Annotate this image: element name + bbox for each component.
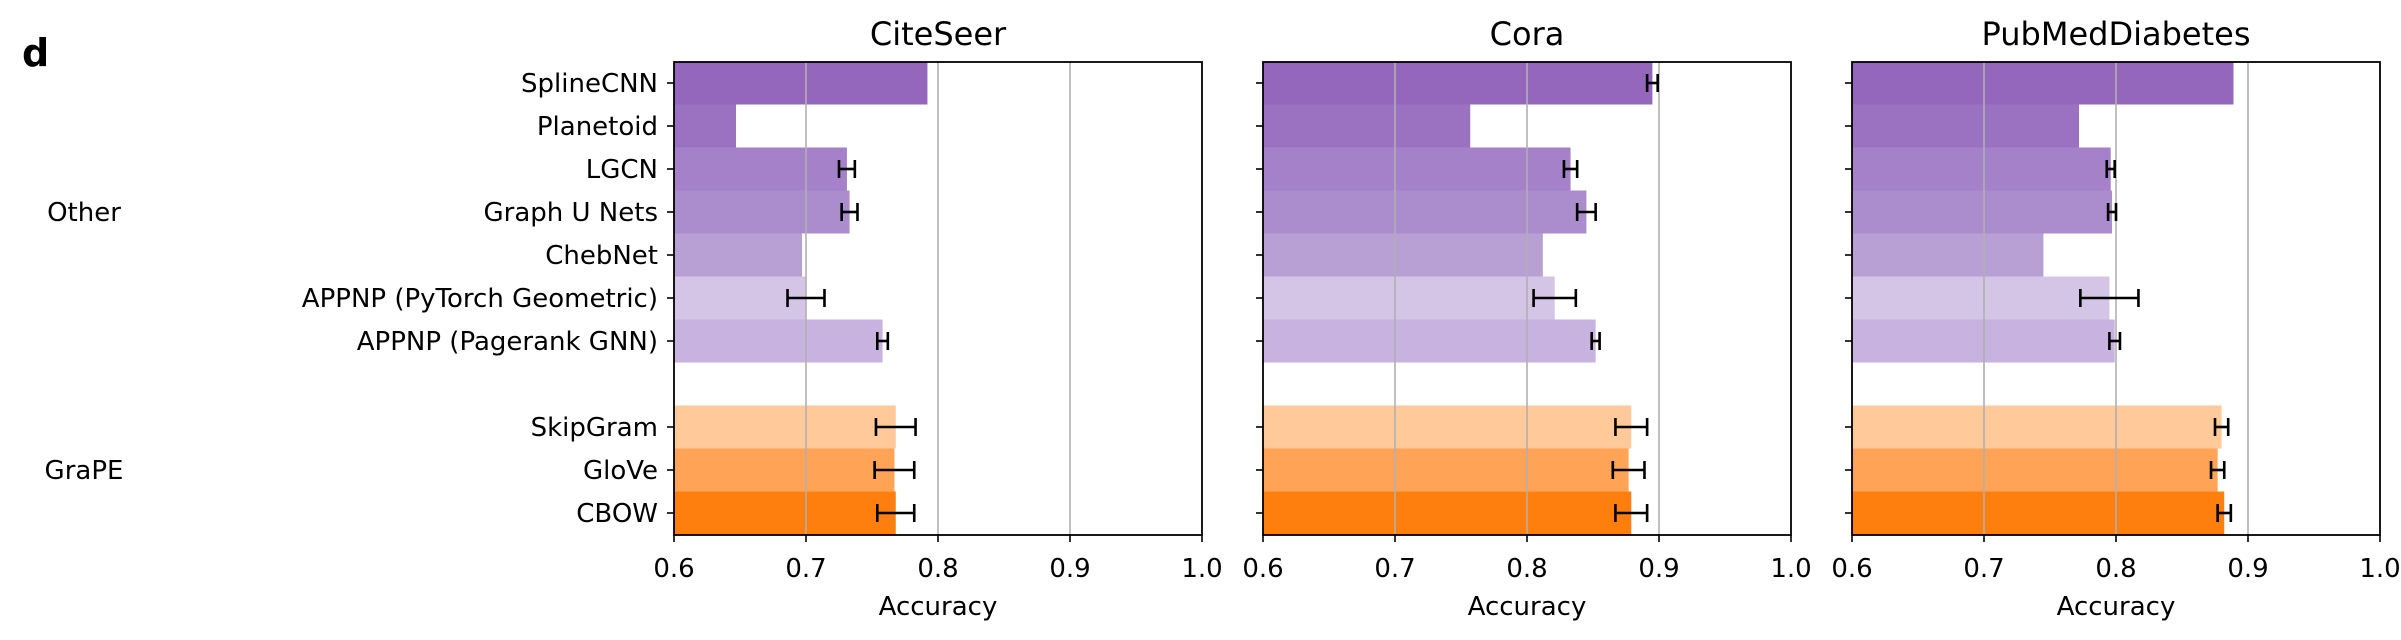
panel-cora: Cora 0.6 0.7 0.8 0.9 1.0 Accuracy <box>1242 15 1811 622</box>
error-bar-appnp-pagerank-gnn <box>875 332 890 350</box>
bar-graph-u-nets <box>1263 190 1587 234</box>
bar-graph-u-nets <box>674 190 850 234</box>
x-tick-label: 0.7 <box>785 554 826 584</box>
x-tick-label: 0.9 <box>2227 554 2268 584</box>
error-bar-appnp-pagerank-gnn <box>2108 332 2122 350</box>
error-bar-lgcn <box>837 160 857 178</box>
bar-chebnet <box>1263 233 1543 277</box>
category-label-graph-u-nets: Graph U Nets <box>484 198 659 228</box>
x-tick-label: 0.6 <box>1242 554 1283 584</box>
error-bar-appnp-pytorch-geometric <box>786 289 826 307</box>
bar-splinecnn <box>674 61 928 105</box>
category-label-lgcn: LGCN <box>586 155 658 185</box>
bar-graph-u-nets <box>1852 190 2113 234</box>
category-label-chebnet: ChebNet <box>545 241 658 271</box>
x-tick-label: 0.8 <box>917 554 958 584</box>
error-bar-cbow <box>1614 504 1649 522</box>
bar-appnp-pagerank-gnn <box>674 319 883 363</box>
bar-lgcn <box>674 147 847 191</box>
error-bar-cbow <box>2216 504 2233 522</box>
x-tick-label: 1.0 <box>1770 554 1811 584</box>
x-tick-label: 0.6 <box>653 554 694 584</box>
error-bar-glove <box>873 461 916 479</box>
error-bar-glove <box>1611 461 1646 479</box>
x-tick-label: 0.6 <box>1831 554 1872 584</box>
bar-cbow <box>674 491 896 535</box>
error-bar-cbow <box>875 504 916 522</box>
error-bar-appnp-pytorch-geometric <box>1532 289 1578 307</box>
error-bar-splinecnn <box>1645 74 1659 92</box>
panel-title: PubMedDiabetes <box>1982 15 2251 53</box>
bar-splinecnn <box>1852 61 2234 105</box>
panel-title: CiteSeer <box>870 15 1007 53</box>
category-label-appnp-pytorch-geometric: APPNP (PyTorch Geometric) <box>302 284 658 314</box>
bar-planetoid <box>1263 104 1471 148</box>
bar-chebnet <box>674 233 803 277</box>
category-label-appnp-pagerank-gnn: APPNP (Pagerank GNN) <box>357 327 658 357</box>
bar-planetoid <box>1852 104 2080 148</box>
error-bar-glove <box>2209 461 2226 479</box>
x-tick-label: 1.0 <box>2359 554 2400 584</box>
panel-pubmeddiabetes: PubMedDiabetes 0.6 0.7 0.8 0.9 1.0 Accuracy <box>1831 15 2400 622</box>
bar-appnp-pytorch-geometric <box>1852 276 2110 320</box>
error-bar-lgcn <box>1562 160 1579 178</box>
x-axis-label: Accuracy <box>2057 592 2176 622</box>
x-tick-label: 0.7 <box>1963 554 2004 584</box>
category-label-splinecnn: SplineCNN <box>521 69 658 99</box>
x-axis-label: Accuracy <box>879 592 998 622</box>
panel-citeseer: CiteSeer 0.6 0.7 0.8 0.9 1.0 Accuracy <box>653 15 1222 622</box>
bar-planetoid <box>674 104 737 148</box>
x-tick-label: 0.7 <box>1374 554 1415 584</box>
error-bar-skipgram <box>2213 418 2230 436</box>
bar-chebnet <box>1852 233 2044 277</box>
bar-appnp-pagerank-gnn <box>1263 319 1596 363</box>
x-tick-label: 0.9 <box>1049 554 1090 584</box>
error-bar-skipgram <box>874 418 917 436</box>
bar-cbow <box>1263 491 1632 535</box>
bar-splinecnn <box>1263 61 1653 105</box>
bar-appnp-pytorch-geometric <box>1263 276 1555 320</box>
panel-title: Cora <box>1490 15 1565 53</box>
x-tick-label: 0.9 <box>1638 554 1679 584</box>
category-labels: SplineCNN Planetoid LGCN Graph U Nets ChebNe… <box>45 69 658 529</box>
bar-glove <box>1263 448 1629 492</box>
error-bar-graph-u-nets <box>2106 203 2118 221</box>
chart-panels: CiteSeer 0.6 0.7 0.8 0.9 1.0 Accuracy Cora 0.6 0.… <box>653 15 2400 622</box>
x-tick-label: 0.8 <box>1506 554 1547 584</box>
bar-appnp-pytorch-geometric <box>674 276 806 320</box>
bar-lgcn <box>1852 147 2111 191</box>
bar-skipgram <box>1263 405 1632 449</box>
x-tick-label: 1.0 <box>1181 554 1222 584</box>
error-bar-graph-u-nets <box>1575 203 1597 221</box>
error-bar-appnp-pagerank-gnn <box>1590 332 1601 350</box>
bar-cbow <box>1852 491 2225 535</box>
error-bar-appnp-pytorch-geometric <box>2079 289 2140 307</box>
error-bar-lgcn <box>2105 160 2116 178</box>
group-label-other: Other <box>47 198 121 228</box>
bar-glove <box>1852 448 2218 492</box>
category-label-planetoid: Planetoid <box>537 112 658 142</box>
bar-glove <box>674 448 895 492</box>
error-bar-graph-u-nets <box>840 203 859 221</box>
category-label-skipgram: SkipGram <box>531 413 658 443</box>
bar-lgcn <box>1263 147 1571 191</box>
x-tick-label: 0.8 <box>2095 554 2136 584</box>
panel-letter: d <box>22 31 49 75</box>
category-label-cbow: CBOW <box>576 499 658 529</box>
error-bar-skipgram <box>1614 418 1649 436</box>
category-label-glove: GloVe <box>583 456 658 486</box>
group-label-grape: GraPE <box>45 456 124 486</box>
bar-skipgram <box>674 405 896 449</box>
x-axis-label: Accuracy <box>1468 592 1587 622</box>
bar-skipgram <box>1852 405 2222 449</box>
